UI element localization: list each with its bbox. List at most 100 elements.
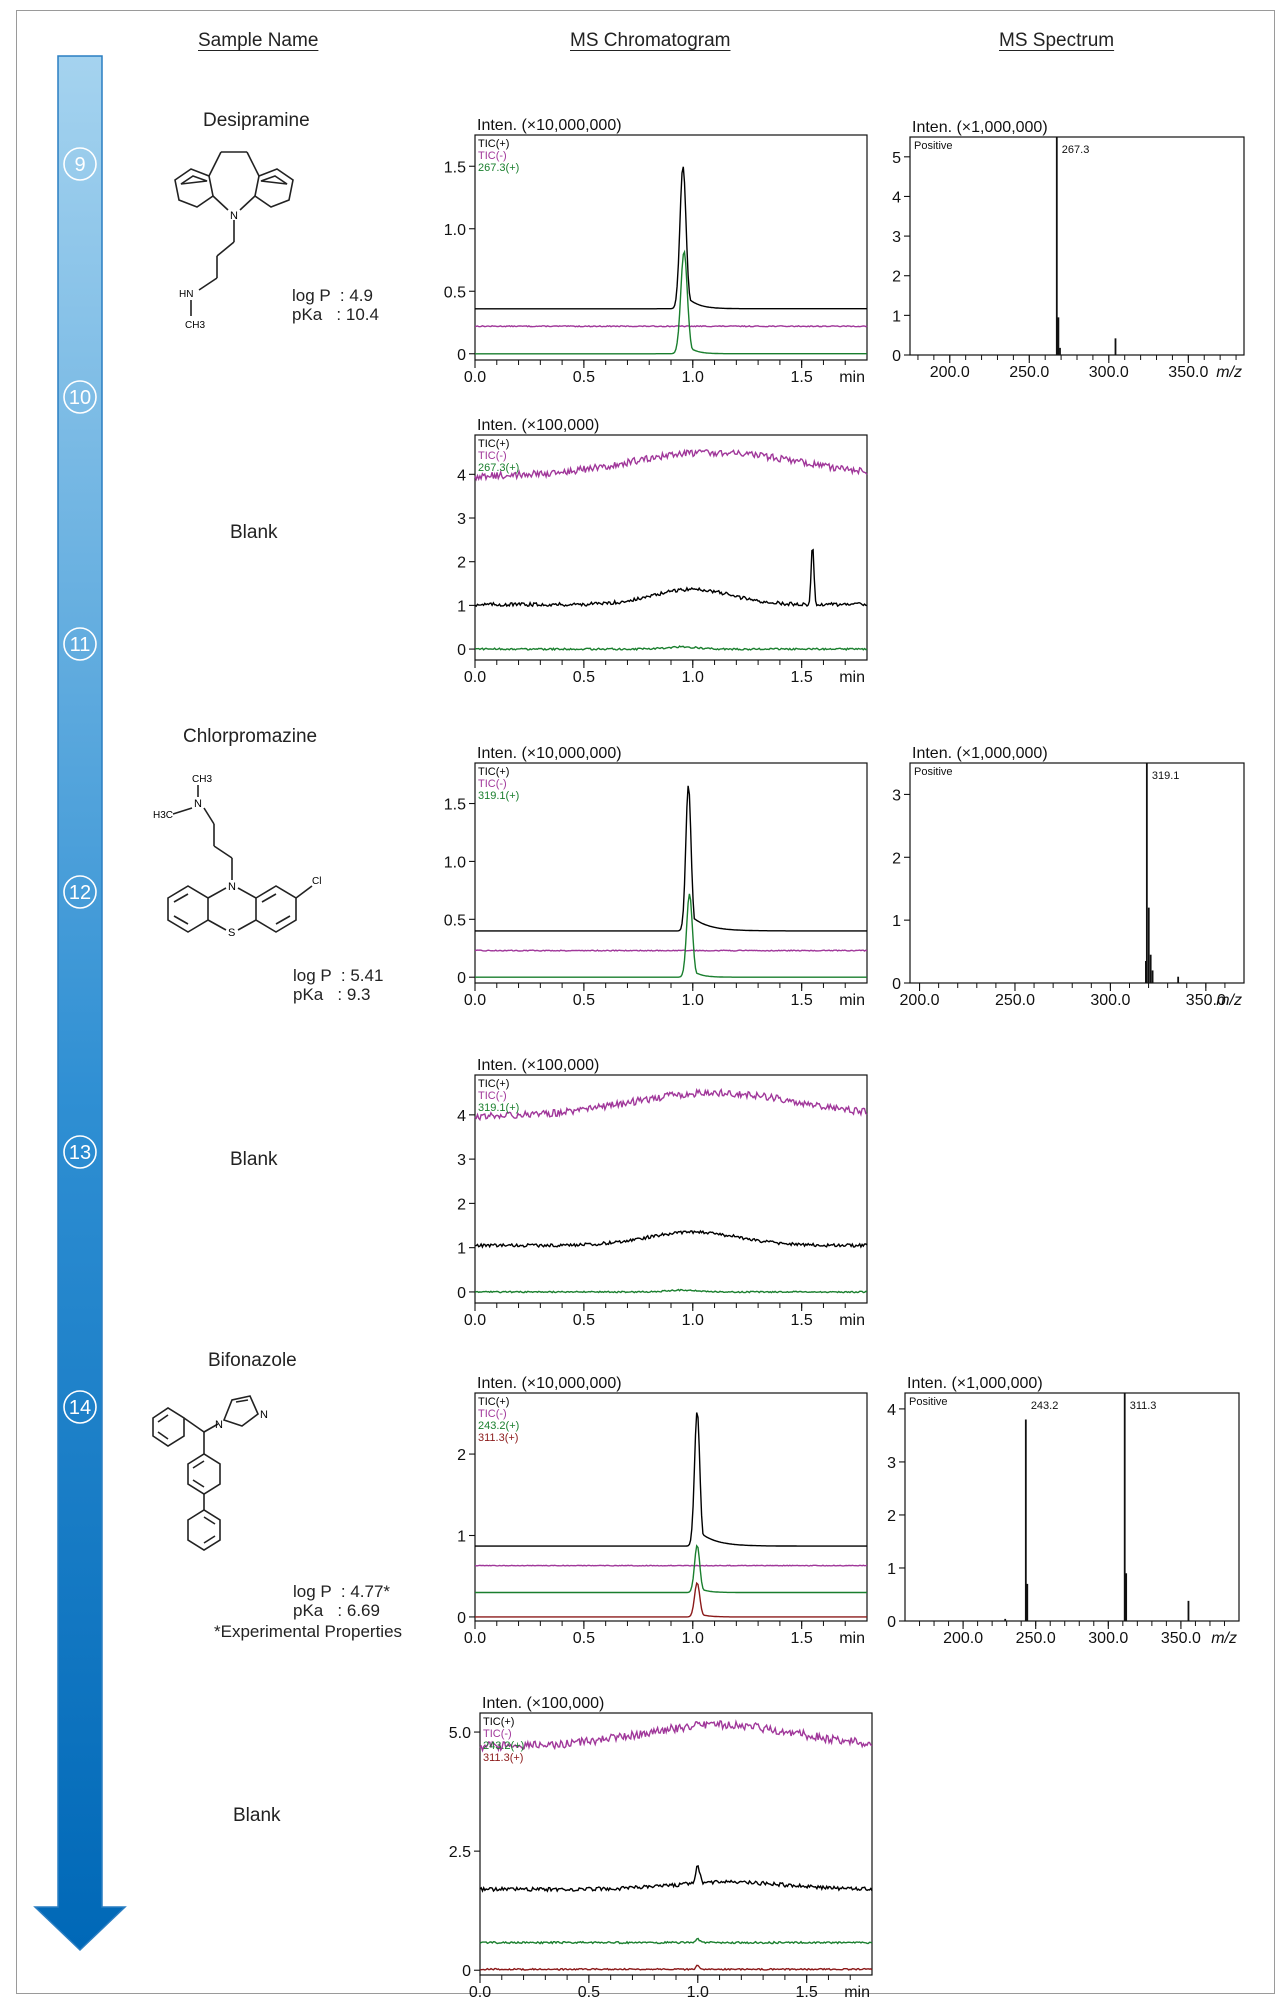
x-unit: min <box>839 1630 865 1647</box>
series-line-0 <box>479 1864 873 1893</box>
x-tick-label: 1.5 <box>791 1312 813 1329</box>
chromatogram-bifonazole: Inten. (×10,000,000) 0.0 0.5 1.0 1.5 min 0 1 2 TI… <box>457 1375 868 1647</box>
y-tick-label: 0 <box>462 1963 471 1980</box>
legend-entry: TIC(-) <box>478 1408 507 1420</box>
x-unit: m/z <box>1211 1630 1237 1647</box>
plot-frame <box>904 1392 1240 1622</box>
legend-entry: TIC(-) <box>483 1728 512 1740</box>
x-tick-label: 300.0 <box>1088 1630 1128 1647</box>
y-tick-label: 3 <box>892 787 901 804</box>
plot-frame <box>474 1074 868 1304</box>
x-unit: min <box>839 369 865 386</box>
y-tick-label: 0 <box>457 347 466 364</box>
structure-label: HN <box>179 289 193 300</box>
header-ms-spectrum: MS Spectrum <box>999 30 1115 51</box>
y-tick-label: 3 <box>457 1152 466 1169</box>
y-tick-label: 0 <box>887 1614 896 1631</box>
y-tick-label: 1.5 <box>444 797 466 814</box>
step-marker-9: 9 <box>63 147 97 181</box>
logp-value: log P : 4.9 <box>292 286 373 305</box>
logp-value: log P : 5.41 <box>293 966 384 985</box>
y-tick-label: 0 <box>457 1285 466 1302</box>
chart-title: Inten. (×10,000,000) <box>477 745 622 762</box>
x-unit: min <box>839 1312 865 1329</box>
series-line-0 <box>474 1229 868 1249</box>
x-tick-label: 1.0 <box>682 992 704 1009</box>
experimental-note: *Experimental Properties <box>214 1622 403 1641</box>
pka-value: pKa : 6.69 <box>293 1601 380 1620</box>
x-tick-label: 200.0 <box>900 992 940 1009</box>
legend-entry: 311.3(+) <box>483 1752 523 1764</box>
x-tick-label: 0.0 <box>464 1630 486 1647</box>
chart-title: Inten. (×1,000,000) <box>907 1375 1043 1392</box>
structure-label: CH3 <box>185 320 205 331</box>
y-tick-label: 2 <box>892 850 901 867</box>
legend-entry: TIC(+) <box>483 1716 514 1728</box>
header-sample-name: Sample Name <box>198 30 319 51</box>
header-ms-chromatogram: MS Chromatogram <box>570 30 731 51</box>
legend-entry: TIC(+) <box>478 1396 509 1408</box>
x-unit: m/z <box>1216 364 1242 381</box>
y-tick-label: 4 <box>457 1108 466 1125</box>
peak-label: 267.3 <box>1062 144 1090 156</box>
series-line-0 <box>475 785 867 932</box>
time-arrow: 9 10 11 12 13 14 <box>33 55 127 1952</box>
plot-frame <box>909 762 1245 984</box>
structure-label: N <box>230 210 238 222</box>
chart-title: Inten. (×100,000) <box>477 1057 599 1074</box>
structure-label: N <box>260 1409 268 1421</box>
peak-label: 319.1 <box>1152 770 1180 782</box>
peak-label: 311.3 <box>1130 1400 1157 1412</box>
series-line-2 <box>475 1544 867 1594</box>
step-label: 11 <box>70 634 91 656</box>
structure-label: CH3 <box>192 774 212 785</box>
chlorpromazine-structure: CH3 H3C N N Cl S <box>153 774 321 939</box>
sample-name: Bifonazole <box>208 1350 297 1371</box>
y-tick-label: 5.0 <box>449 1725 471 1742</box>
peak-label: 243.2 <box>1031 1400 1059 1412</box>
legend-entry: TIC(-) <box>478 450 507 462</box>
series-line-1 <box>474 1564 868 1567</box>
y-tick-label: 4 <box>887 1402 896 1419</box>
polarity-label: Positive <box>914 140 953 152</box>
x-tick-label: 250.0 <box>1009 364 1049 381</box>
y-tick-label: 1 <box>457 1529 466 1546</box>
series-line-1 <box>474 324 868 328</box>
step-label: 14 <box>69 1397 91 1419</box>
y-tick-label: 1 <box>892 308 901 325</box>
x-tick-label: 0.5 <box>578 1984 600 2000</box>
legend-entry: TIC(+) <box>478 138 509 150</box>
x-tick-label: 250.0 <box>1016 1630 1056 1647</box>
series-line-0 <box>475 1412 867 1547</box>
x-tick-label: 1.0 <box>682 669 704 686</box>
figure-frame <box>16 10 1275 1994</box>
x-tick-label: 0.5 <box>573 1630 595 1647</box>
x-tick-label: 300.0 <box>1089 364 1129 381</box>
series-line-2 <box>475 249 867 355</box>
desipramine-structure: N HN CH3 <box>174 151 294 331</box>
chromatogram-chlorpromazine: Inten. (×10,000,000) 0.0 0.5 1.0 1.5 min 0 0.5 1… <box>444 745 868 1009</box>
y-tick-label: 0 <box>892 976 901 993</box>
sample-name: Chlorpromazine <box>183 726 318 747</box>
y-tick-label: 2 <box>892 269 901 286</box>
y-tick-label: 0 <box>457 642 466 659</box>
x-tick-label: 0.0 <box>464 992 486 1009</box>
x-tick-label: 350.0 <box>1161 1630 1201 1647</box>
legend-entry: TIC(-) <box>478 1090 507 1102</box>
series-line-0 <box>475 166 867 310</box>
structure-label: N <box>228 881 236 893</box>
logp-value: log P : 4.77* <box>293 1582 391 1601</box>
legend-entry: TIC(+) <box>478 766 509 778</box>
x-tick-label: 1.5 <box>791 992 813 1009</box>
y-tick-label: 2 <box>457 1447 466 1464</box>
spectrum-chlorpromazine: Inten. (×1,000,000) 200.0 250.0 300.0 350.0m… <box>892 745 1245 1009</box>
structure-label: N <box>215 1419 223 1431</box>
step-marker-11: 11 <box>63 627 97 661</box>
y-tick-label: 3 <box>892 229 901 246</box>
series-line-1 <box>474 1087 868 1122</box>
series-line-0 <box>474 548 868 608</box>
legend-entry: TIC(-) <box>478 150 507 162</box>
step-marker-13: 13 <box>63 1135 97 1169</box>
chart-title: Inten. (×100,000) <box>482 1695 604 1712</box>
legend-entry: 311.3(+) <box>478 1432 518 1444</box>
